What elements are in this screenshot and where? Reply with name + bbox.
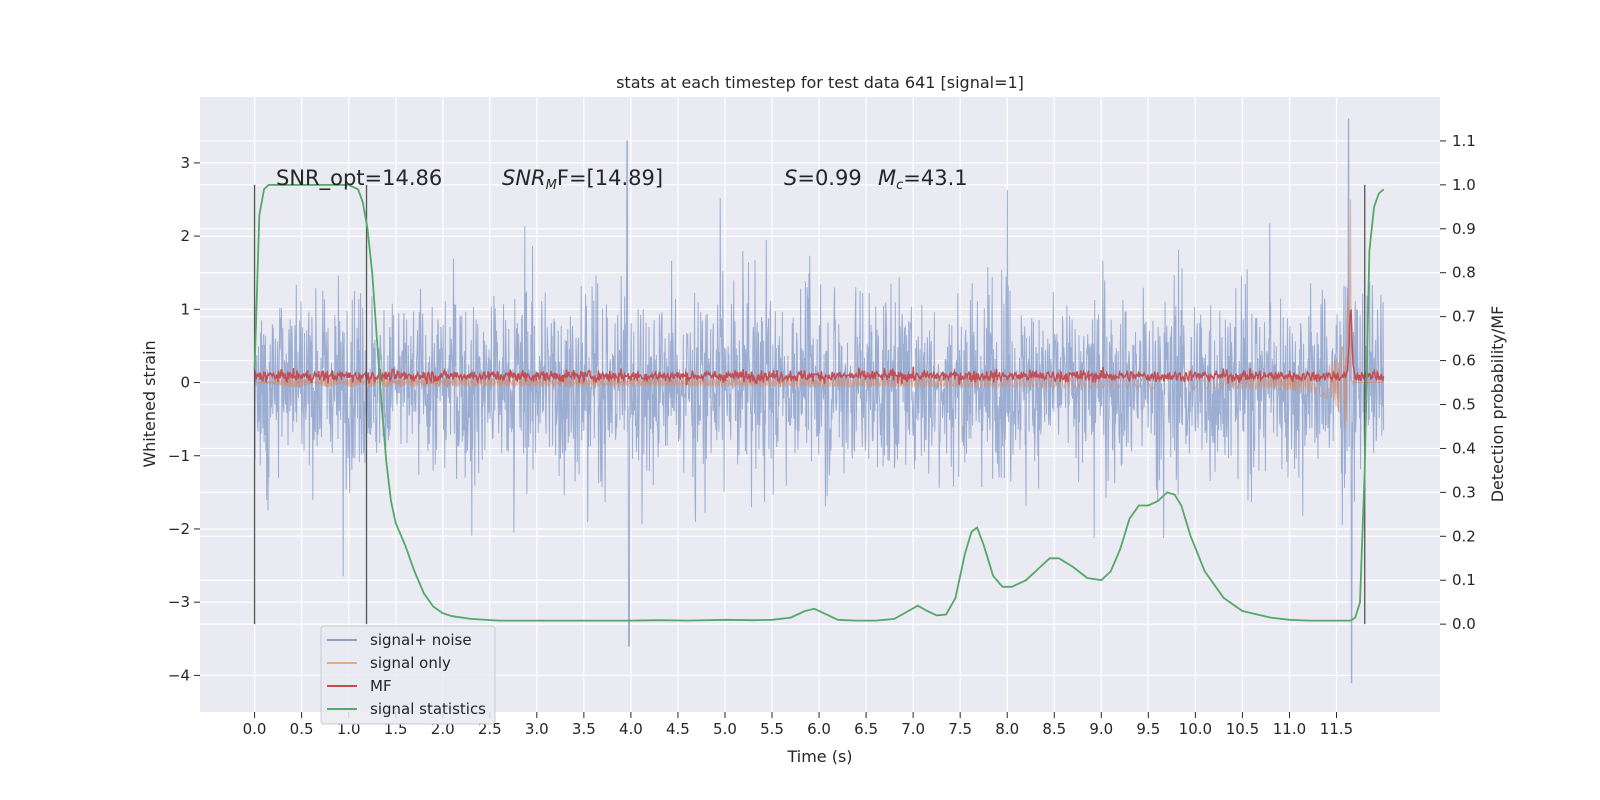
x-tick-label: 10.5 [1226,720,1259,738]
right-tick-label: 0.7 [1452,308,1476,326]
left-tick-label: 0 [180,374,190,392]
x-tick-label: 7.0 [901,720,925,738]
vertical-markers [253,184,1366,625]
right-tick-label: 0.0 [1452,615,1476,633]
x-tick-label: 4.0 [619,720,643,738]
x-axis-ticks: 0.0 0.5 1.0 1.5 2.0 2.5 3.0 3.5 4.0 4.5 5.0 5.5 6.0 6… [243,712,1353,738]
right-tick-label: 1.1 [1452,132,1476,150]
x-tick-label: 8.0 [995,720,1019,738]
left-tick-label: −3 [168,593,190,611]
x-tick-label: 5.0 [713,720,737,738]
x-tick-label: 7.5 [948,720,972,738]
annotation-snr-opt: SNR_opt=14.86 [276,166,442,191]
annotation-s-value: =0.99 [797,166,861,190]
legend-box [320,625,496,725]
x-tick-label: 0.5 [290,720,314,738]
left-tick-label: 2 [180,227,190,245]
left-tick-label: 1 [180,300,190,318]
x-tick-label: 8.5 [1042,720,1066,738]
x-tick-label: 10.0 [1179,720,1212,738]
x-tick-label: 5.5 [760,720,784,738]
right-tick-label: 0.8 [1452,264,1476,282]
annotation-s: S=0.99 [784,166,862,190]
left-tick-label: −2 [168,520,190,538]
x-tick-label: 9.0 [1089,720,1113,738]
legend: signal+ noise signal only MF signal stat… [320,625,496,725]
left-tick-label: −1 [168,447,190,465]
chart-title: stats at each timestep for test data 641… [616,73,1024,92]
left-axis-ticks: 3 2 1 0 −1 −2 −3 −4 [168,154,200,684]
right-tick-label: 0.1 [1452,571,1476,589]
series-signal-noise-line [254,118,1385,684]
annotation-snr-mf-sub: M [546,178,557,193]
series-mf-line [253,308,1385,386]
right-tick-label: 0.9 [1452,220,1476,238]
legend-label-mf: MF [370,677,392,695]
legend-label-signal-only: signal only [370,654,451,672]
x-tick-label: 3.0 [525,720,549,738]
left-tick-label: −4 [168,666,190,684]
left-tick-label: 3 [180,154,190,172]
right-tick-label: 0.4 [1452,439,1476,457]
annotation-mc-main: M [878,166,896,190]
x-tick-label: 0.0 [243,720,267,738]
legend-label-signal-noise: signal+ noise [370,631,472,649]
x-tick-label: 6.0 [807,720,831,738]
series-signal-only-line [254,199,1384,430]
annotation-mc: Mc=43.1 [878,166,968,193]
x-tick-label: 11.5 [1320,720,1353,738]
right-tick-label: 0.2 [1452,527,1476,545]
annotation-snr-mf-main: SNR [502,166,546,190]
right-tick-label: 0.6 [1452,352,1476,370]
series-signal-statistics-line [253,184,1385,622]
annotation-snr-mf-rest: F=[14.89] [557,166,663,190]
annotation-snr-mf: SNRMF=[14.89] [502,166,663,193]
annotation-mc-value: =43.1 [903,166,967,190]
y-axis-label: Whitened strain [140,340,159,467]
right-tick-label: 1.0 [1452,176,1476,194]
x-tick-label: 3.5 [572,720,596,738]
x-tick-label: 11.0 [1273,720,1306,738]
x-tick-label: 6.5 [854,720,878,738]
right-axis-ticks: 1.1 1.0 0.9 0.8 0.7 0.6 0.5 0.4 0.3 0.2 0.1 0.0 [1440,132,1476,633]
x-tick-label: 9.5 [1136,720,1160,738]
x-axis-label: Time (s) [786,747,852,766]
right-tick-label: 0.5 [1452,396,1476,414]
x-tick-label: 4.5 [666,720,690,738]
legend-label-signal-statistics: signal statistics [370,700,486,718]
right-tick-label: 0.3 [1452,483,1476,501]
annotation-mc-sub: c [896,178,903,193]
y2-axis-label: Detection probability/MF [1488,306,1507,503]
annotation-s-symbol: S [784,166,797,190]
